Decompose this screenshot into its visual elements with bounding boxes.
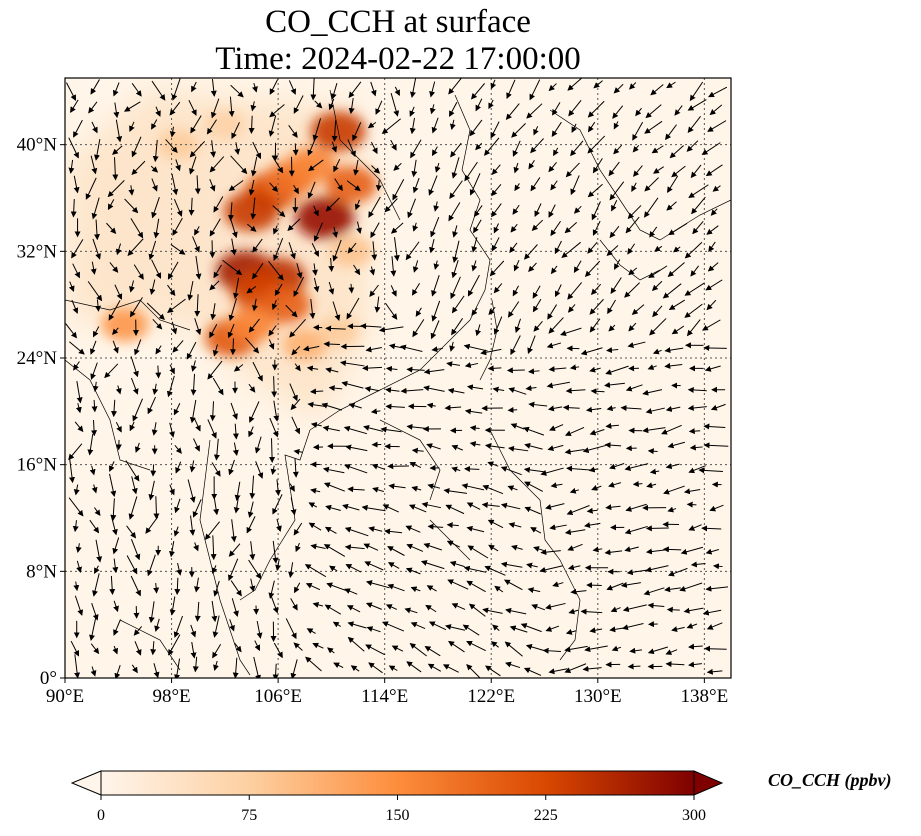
co-plume (316, 316, 360, 347)
lon-tick-label: 114°E (361, 686, 408, 707)
colorbar-tick-label: 150 (386, 807, 410, 824)
lon-tick-label: 130°E (574, 686, 622, 707)
co-plume (223, 191, 280, 232)
chart-subtitle-time: Time: 2024-02-22 17:00:00 (215, 41, 581, 77)
latitude-ticks: 0° 8°N 16°N 24°N 32°N 40°N (17, 135, 65, 689)
lon-tick-label: 138°E (681, 686, 729, 707)
colorbar-tick-label: 0 (97, 807, 105, 824)
co-plume (227, 307, 276, 343)
colorbar-label: CO_CCH (ppbv) (768, 770, 892, 790)
colorbar: 0 75 150 225 300 (70, 770, 724, 824)
map-frame (64, 77, 732, 679)
co-plumes (101, 109, 378, 361)
longitude-ticks: 90°E 98°E 106°E 114°E 122°E 130°E 138°E (46, 678, 728, 707)
lon-tick-label: 122°E (467, 686, 515, 707)
co-plume (325, 165, 378, 204)
gridlines (65, 78, 731, 678)
lat-tick-label: 40°N (17, 135, 58, 156)
lat-tick-label: 8°N (26, 561, 57, 582)
map-area (65, 78, 731, 678)
colorbar-gradient (101, 771, 694, 795)
lat-tick-label: 24°N (17, 348, 58, 369)
co-plume (204, 109, 246, 140)
lat-tick-label: 0° (40, 668, 57, 689)
colorbar-extend-high (693, 770, 724, 796)
co-plume (287, 147, 336, 183)
colorbar-tick-label: 75 (241, 807, 257, 824)
co-plume (295, 197, 354, 239)
lon-tick-label: 90°E (46, 686, 84, 707)
lat-tick-label: 16°N (17, 455, 58, 476)
colorbar-tick-label: 225 (534, 807, 558, 824)
colorbar-extend-low (70, 770, 102, 796)
chart-title: CO_CCH at surface (265, 4, 531, 40)
wind-vectors (65, 78, 729, 678)
lon-tick-label: 106°E (254, 686, 302, 707)
colorbar-tick-label: 300 (682, 807, 706, 824)
co-plume (157, 129, 200, 160)
co-plume (101, 307, 149, 342)
lon-tick-label: 98°E (152, 686, 190, 707)
lat-tick-label: 32°N (17, 241, 58, 262)
colorbar-ticks: 0 75 150 225 300 (97, 795, 706, 824)
